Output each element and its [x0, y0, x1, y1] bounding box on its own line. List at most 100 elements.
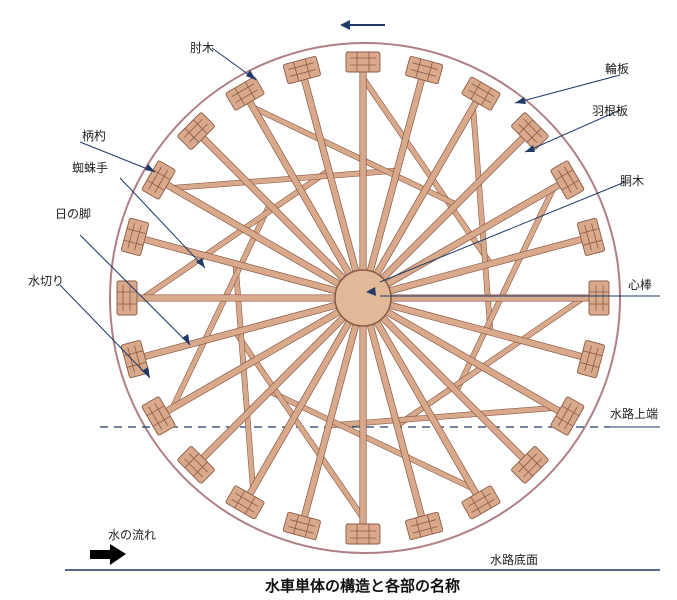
- paddle-pin: [426, 514, 433, 535]
- paddle-block: [550, 160, 585, 200]
- paddle-board: [225, 485, 265, 520]
- paddle-group: [116, 51, 610, 545]
- paddle-pin: [193, 461, 208, 477]
- paddle-board: [141, 396, 176, 436]
- paddle-block: [345, 523, 381, 545]
- diagram-caption: 水車単体の構造と各部の名称: [265, 577, 460, 595]
- paddle-board: [405, 511, 444, 541]
- paddle-grain: [183, 458, 203, 478]
- paddle-pin: [244, 81, 256, 100]
- paddle-grain: [557, 403, 572, 426]
- paddle-pin: [304, 517, 311, 538]
- leader-lines: [59, 47, 660, 428]
- paddle-block: [511, 112, 549, 150]
- paddle-grain: [523, 458, 543, 478]
- paddle-board: [511, 446, 549, 484]
- paddle-board: [576, 217, 606, 256]
- paddle-grain: [410, 69, 436, 77]
- paddle-grain: [290, 519, 316, 527]
- paddle-pin: [480, 87, 492, 106]
- paddle-grain: [148, 166, 163, 190]
- leader-arrowheads: [142, 70, 535, 378]
- paddle-pin: [304, 58, 311, 79]
- paddle-grain: [591, 223, 599, 249]
- spoke: [370, 96, 482, 282]
- paddle-grain: [584, 225, 592, 251]
- paddle-grain: [412, 62, 438, 70]
- spoke: [132, 294, 342, 302]
- paddle-grain: [231, 498, 255, 513]
- label-suiro-teimen: 水路底面: [490, 552, 538, 567]
- paddle-pin: [126, 228, 147, 235]
- paddle-block: [511, 446, 549, 484]
- paddle-board: [345, 51, 381, 73]
- paddle-grain: [518, 123, 538, 143]
- paddle-grain: [235, 89, 258, 104]
- paddle-grain: [188, 123, 208, 143]
- paddle-grain: [471, 498, 495, 513]
- paddle-board: [461, 485, 501, 520]
- paddle-block: [550, 396, 585, 436]
- paddle-board: [550, 396, 585, 436]
- paddle-board: [588, 280, 610, 316]
- paddle-pin: [184, 128, 200, 143]
- paddle-block: [177, 112, 215, 150]
- paddle-grain: [471, 83, 495, 98]
- spoke: [161, 305, 347, 417]
- paddle-grain: [563, 406, 578, 430]
- hub: [334, 269, 392, 327]
- paddle-board: [141, 160, 176, 200]
- paddle-board: [282, 511, 321, 541]
- spoke: [244, 96, 356, 282]
- paddle-block: [120, 217, 150, 256]
- paddle-pin: [146, 405, 165, 417]
- paddle-block: [120, 340, 150, 379]
- paddle-pin: [293, 514, 300, 535]
- paddle-block: [141, 396, 176, 436]
- paddle-board: [225, 76, 265, 111]
- label-hogo: 柄杓: [82, 128, 106, 143]
- label-wa-ita: 輪板: [605, 61, 629, 76]
- label-dougi: 胴木: [620, 174, 644, 188]
- paddle-pin: [234, 490, 246, 509]
- paddle-board: [576, 340, 606, 379]
- paddle-pin: [152, 415, 171, 427]
- paddle-pin: [184, 453, 200, 468]
- paddle-block: [345, 51, 381, 73]
- paddle-pin: [126, 361, 147, 368]
- paddle-pin: [480, 490, 492, 509]
- spoke: [379, 179, 565, 291]
- paddle-grain: [290, 69, 316, 77]
- paddle-pin: [579, 228, 600, 235]
- outer-rim: [109, 42, 621, 554]
- paddle-block: [282, 55, 321, 85]
- paddle-block: [576, 217, 606, 256]
- paddle-grain: [584, 345, 592, 371]
- paddle-board: [405, 55, 444, 85]
- label-hijiki: 肘木: [190, 40, 214, 55]
- paddle-grain: [183, 118, 203, 138]
- paddle-pin: [470, 81, 482, 100]
- paddle-block: [461, 485, 501, 520]
- paddle-grain: [127, 223, 135, 249]
- paddle-pin: [561, 179, 580, 191]
- label-hinoashi: 日の脚: [55, 206, 91, 221]
- label-suiro-joutan: 水路上端: [610, 406, 658, 421]
- paddle-grain: [591, 347, 599, 373]
- paddle-grain: [288, 62, 314, 70]
- label-shinbou: 心棒: [628, 278, 652, 292]
- label-flow: 水の流れ: [108, 528, 156, 542]
- paddle-pin: [518, 461, 533, 477]
- rotation-arrow-icon: [340, 20, 385, 30]
- paddle-pin: [415, 517, 422, 538]
- paddle-pin: [518, 119, 533, 135]
- paddle-grain: [154, 403, 169, 426]
- paddle-board: [177, 446, 215, 484]
- paddle-pin: [123, 350, 144, 357]
- paddle-board: [116, 280, 138, 316]
- paddle-grain: [410, 519, 436, 527]
- paddle-pin: [582, 239, 603, 246]
- paddle-grain: [231, 83, 255, 98]
- paddle-block: [141, 160, 176, 200]
- paddle-block: [282, 511, 321, 541]
